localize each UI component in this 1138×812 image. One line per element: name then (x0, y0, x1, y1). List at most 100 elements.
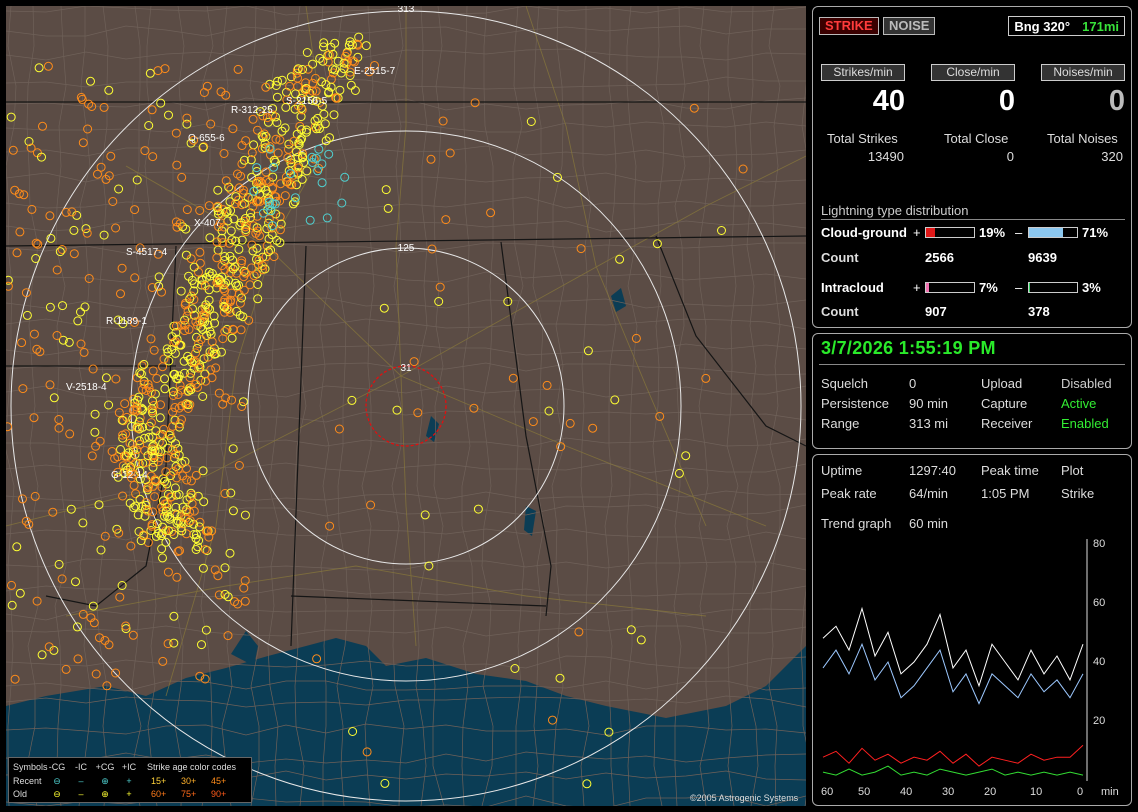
total-close-value: 0 (1006, 149, 1014, 164)
strike-marker (61, 664, 71, 674)
strike-marker (172, 572, 182, 582)
cell-label[interactable]: R-312-25 (231, 105, 273, 116)
trend-graph-value[interactable]: 60 min (909, 516, 949, 531)
legend-recent-label: Recent (13, 776, 42, 786)
strike-marker (195, 247, 205, 257)
strike-marker (6, 422, 12, 432)
strike-marker (366, 500, 376, 510)
intracloud-label: Intracloud (821, 280, 884, 295)
strike-marker (526, 117, 536, 126)
cell-label[interactable]: G-12-14 (111, 470, 148, 481)
strike-marker (148, 507, 158, 517)
legend-age: 90+ (211, 789, 227, 799)
strike-marker (86, 76, 95, 86)
strike-marker (340, 172, 350, 182)
strike-marker (205, 304, 215, 314)
strike-marker (508, 373, 518, 383)
plot-value[interactable]: Strike (1061, 486, 1095, 501)
strike-marker (200, 674, 210, 684)
strike-marker (128, 630, 138, 640)
cell-label[interactable]: E-2515-7 (354, 66, 396, 77)
strike-marker (241, 136, 251, 146)
strike-marker (185, 493, 195, 503)
strike-marker (246, 155, 256, 165)
strike-marker (248, 114, 258, 124)
minus-ic-recent-icon: – (78, 776, 84, 786)
strike-marker (362, 747, 372, 757)
strike-marker (253, 294, 263, 304)
range-label-mid: 125 (398, 243, 415, 254)
strike-marker (43, 61, 53, 71)
persistence-value[interactable]: 90 min (909, 396, 949, 411)
strike-marker (194, 536, 204, 545)
strike-marker (255, 176, 265, 186)
upload-value[interactable]: Disabled (1061, 376, 1112, 391)
strike-marker (135, 474, 145, 484)
cell-label[interactable]: Q-655-6 (188, 133, 225, 144)
strike-marker (73, 654, 83, 664)
range-value[interactable]: 313 mi (909, 416, 949, 431)
strike-marker (207, 337, 217, 347)
strike-marker (187, 291, 196, 301)
close-per-min-button[interactable]: Close/min (931, 64, 1015, 81)
peak-time-label: Peak time (981, 463, 1039, 478)
strike-marker (317, 159, 327, 169)
strike-marker (473, 504, 483, 514)
y-tick-label: 60 (1093, 597, 1105, 609)
noises-per-min-button[interactable]: Noises/min (1041, 64, 1125, 81)
strike-marker (189, 279, 199, 289)
strike-marker (255, 189, 265, 199)
map-canvas[interactable]: 313 125 31 E-2515-7 S-2156-5 R-312-25 Q-… (6, 6, 806, 806)
squelch-value[interactable]: 0 (909, 376, 917, 391)
strike-marker (7, 580, 16, 590)
strikes-per-min-button[interactable]: Strikes/min (821, 64, 905, 81)
cell-label[interactable]: S-2156-5 (286, 96, 328, 107)
strike-marker (189, 357, 199, 367)
strike-marker (548, 715, 557, 725)
strike-marker (191, 533, 201, 543)
strike-mode-button[interactable]: STRIKE (819, 17, 879, 35)
strike-marker (169, 466, 178, 476)
cell-label[interactable]: S-4517-4 (126, 247, 168, 258)
plus-ic-old-icon: + (126, 789, 132, 799)
strike-marker (130, 450, 140, 460)
strike-marker (72, 622, 82, 632)
strike-marker (155, 413, 165, 423)
strike-marker (163, 639, 173, 649)
receiver-value[interactable]: Enabled (1061, 416, 1109, 431)
cell-label[interactable]: V-2518-4 (66, 382, 107, 393)
strike-marker (108, 197, 118, 206)
strike-marker (308, 96, 318, 105)
strike-marker (146, 388, 156, 397)
capture-value[interactable]: Active (1061, 396, 1097, 411)
strike-marker (45, 380, 55, 390)
strike-marker (186, 138, 196, 148)
strike-marker (247, 263, 256, 273)
close-per-min-value: 0 (998, 85, 1015, 117)
x-tick-label: 0 (1077, 786, 1083, 798)
strike-marker (284, 139, 294, 149)
strike-marker (31, 238, 41, 248)
legend-type: +IC (121, 762, 137, 772)
strike-marker (29, 413, 39, 423)
noise-mode-button[interactable]: NOISE (883, 17, 936, 35)
cg-positive-bar (925, 227, 975, 238)
strike-marker (252, 223, 262, 233)
lightning-map[interactable]: 313 125 31 E-2515-7 S-2156-5 R-312-25 Q-… (6, 6, 806, 806)
strike-marker (346, 80, 356, 90)
strike-marker (237, 402, 247, 411)
strike-marker (172, 374, 182, 384)
strike-marker (201, 625, 211, 635)
strike-marker (298, 153, 307, 163)
strike-marker (290, 197, 300, 207)
strike-marker (202, 526, 212, 536)
strike-marker (262, 224, 272, 234)
cell-label[interactable]: R-1189-1 (106, 316, 147, 327)
cell-label[interactable]: X-407 (194, 218, 221, 229)
strike-marker (17, 338, 27, 348)
strike-marker (239, 266, 249, 276)
strike-marker (154, 528, 164, 538)
strike-marker (238, 188, 248, 198)
strike-marker (413, 408, 423, 418)
strike-marker (181, 529, 191, 539)
